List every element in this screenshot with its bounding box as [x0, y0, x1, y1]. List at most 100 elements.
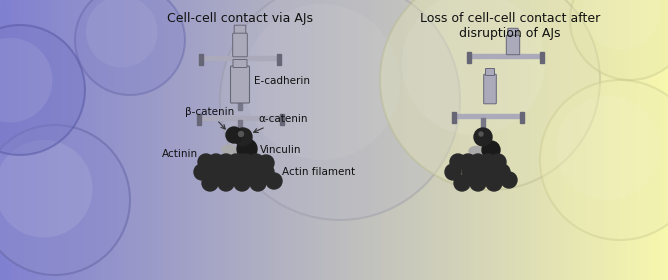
Bar	[112, 0, 114, 280]
Bar	[563, 0, 566, 280]
Circle shape	[570, 0, 668, 80]
FancyBboxPatch shape	[508, 28, 518, 37]
Bar	[132, 0, 134, 280]
Bar	[75, 0, 79, 280]
Bar	[200, 56, 280, 60]
Circle shape	[226, 127, 242, 143]
Bar	[105, 0, 108, 280]
Bar	[0, 0, 3, 280]
Bar	[200, 0, 204, 280]
Bar	[51, 0, 54, 280]
Bar	[419, 0, 422, 280]
Bar	[483, 0, 486, 280]
Circle shape	[208, 154, 224, 170]
Bar	[129, 0, 132, 280]
Bar	[100, 0, 104, 280]
Bar	[22, 0, 25, 280]
Bar	[102, 0, 106, 280]
Ellipse shape	[222, 145, 238, 155]
Bar	[608, 0, 611, 280]
Bar	[58, 0, 61, 280]
Bar	[490, 0, 493, 280]
Circle shape	[540, 80, 668, 240]
Bar	[570, 0, 573, 280]
Bar	[11, 0, 14, 280]
Bar	[192, 0, 194, 280]
Bar	[579, 0, 582, 280]
Bar	[343, 0, 346, 280]
Circle shape	[238, 154, 254, 170]
Bar	[387, 0, 391, 280]
Circle shape	[556, 96, 660, 200]
Bar	[218, 0, 221, 280]
Circle shape	[220, 0, 460, 220]
Bar	[409, 0, 413, 280]
FancyBboxPatch shape	[230, 66, 250, 103]
Bar	[663, 0, 667, 280]
Bar	[107, 0, 110, 280]
Text: Loss of cell-cell contact after
disruption of AJs: Loss of cell-cell contact after disrupti…	[420, 12, 600, 40]
Bar	[559, 0, 562, 280]
Bar	[623, 0, 627, 280]
Circle shape	[204, 165, 220, 181]
Bar	[240, 0, 244, 280]
Bar	[407, 0, 411, 280]
Bar	[299, 0, 301, 280]
Bar	[626, 0, 629, 280]
Bar	[209, 0, 212, 280]
Bar	[2, 0, 5, 280]
Bar	[641, 0, 645, 280]
Bar	[466, 52, 470, 63]
Bar	[374, 0, 377, 280]
Bar	[256, 0, 259, 280]
Bar	[281, 0, 284, 280]
Bar	[356, 0, 359, 280]
Bar	[25, 0, 27, 280]
Bar	[405, 0, 408, 280]
Bar	[341, 0, 344, 280]
Bar	[245, 0, 248, 280]
Bar	[178, 0, 181, 280]
Bar	[69, 0, 72, 280]
Circle shape	[445, 164, 461, 180]
Bar	[576, 0, 580, 280]
Bar	[122, 0, 126, 280]
Bar	[220, 0, 224, 280]
Bar	[421, 0, 424, 280]
Bar	[40, 0, 43, 280]
Bar	[481, 0, 484, 280]
Bar	[347, 0, 351, 280]
Circle shape	[198, 154, 214, 170]
Bar	[452, 0, 455, 280]
Text: Vinculin: Vinculin	[260, 145, 301, 155]
Bar	[385, 0, 388, 280]
Bar	[349, 0, 353, 280]
Bar	[194, 0, 197, 280]
Circle shape	[582, 0, 660, 50]
Bar	[294, 0, 297, 280]
Circle shape	[232, 154, 248, 170]
Bar	[516, 0, 520, 280]
Bar	[152, 0, 154, 280]
Circle shape	[470, 154, 486, 170]
Bar	[222, 0, 226, 280]
Circle shape	[250, 175, 266, 191]
Bar	[581, 0, 584, 280]
Bar	[307, 0, 311, 280]
Bar	[476, 0, 480, 280]
Bar	[501, 0, 504, 280]
Bar	[521, 0, 524, 280]
Bar	[207, 0, 210, 280]
Bar	[187, 0, 190, 280]
Circle shape	[194, 164, 210, 180]
Bar	[450, 0, 453, 280]
Circle shape	[480, 154, 496, 170]
Bar	[426, 0, 428, 280]
Bar	[381, 0, 384, 280]
Bar	[383, 0, 386, 280]
Bar	[430, 0, 433, 280]
Bar	[149, 0, 152, 280]
Circle shape	[462, 163, 478, 179]
Circle shape	[226, 164, 242, 180]
Bar	[520, 112, 524, 123]
